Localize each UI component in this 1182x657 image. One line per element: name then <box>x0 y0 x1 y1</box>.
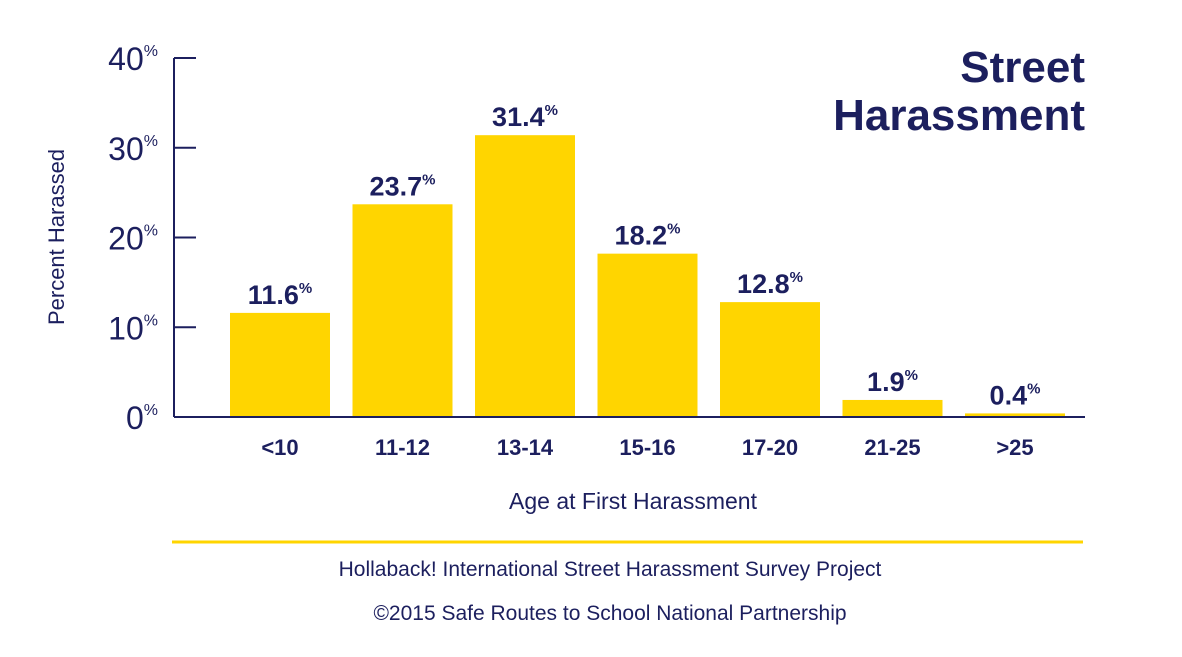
x-tick-label: 11-12 <box>375 435 430 460</box>
y-tick-label: 20% <box>108 221 158 257</box>
bar-value-label: 0.4% <box>990 380 1041 410</box>
footer-source: Hollaback! International Street Harassme… <box>339 558 882 581</box>
bar <box>230 312 330 417</box>
bar-value-label: 11.6% <box>248 280 312 310</box>
bar <box>475 135 575 417</box>
bar-value-label: 23.7% <box>370 171 436 201</box>
chart-title-line-2: Harassment <box>833 91 1085 140</box>
bar <box>352 204 453 417</box>
chart-title-line-1: Street <box>960 43 1085 92</box>
bar-value-label: 12.8% <box>737 269 803 299</box>
y-tick-label: 40% <box>108 41 158 77</box>
x-tick-label: 17-20 <box>742 435 798 460</box>
bar <box>720 302 820 417</box>
bar <box>842 399 943 417</box>
x-tick-label: 13-14 <box>497 435 554 460</box>
x-tick-label: 21-25 <box>864 435 920 460</box>
bar-value-label: 31.4% <box>492 102 558 132</box>
x-tick-label: >25 <box>996 435 1033 460</box>
y-axis-label: Percent Harassed <box>44 149 69 325</box>
y-tick-label: 10% <box>108 310 158 346</box>
bar-value-label: 18.2% <box>615 221 681 251</box>
x-tick-label: 15-16 <box>619 435 675 460</box>
bar-value-label: 1.9% <box>867 367 918 397</box>
bar <box>597 253 698 417</box>
footer-copyright: ©2015 Safe Routes to School National Par… <box>373 602 846 625</box>
x-tick-label: <10 <box>261 435 298 460</box>
bar <box>965 413 1065 417</box>
y-tick-label: 0% <box>126 400 158 436</box>
x-axis-label: Age at First Harassment <box>509 488 758 514</box>
y-tick-label: 30% <box>108 131 158 167</box>
